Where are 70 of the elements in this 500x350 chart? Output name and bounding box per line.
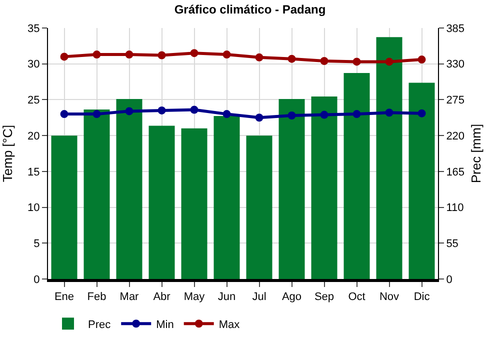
y-tick-label: 10 [28, 202, 40, 214]
bar [408, 82, 435, 279]
x-tick-label: Dic [414, 291, 430, 304]
y2-tick-label: 220 [446, 130, 465, 142]
point [418, 109, 426, 118]
point [352, 110, 361, 118]
point [352, 58, 361, 66]
y-tick-label: 35 [28, 22, 40, 35]
legend-label: Max [218, 318, 240, 331]
point [92, 110, 101, 118]
bar [376, 37, 402, 279]
x-tick-label: Abr [153, 291, 171, 304]
x-tick-label: Nov [379, 291, 400, 304]
x-tick-label: Jun [218, 291, 236, 304]
bar [84, 109, 110, 279]
y-tick-label: 20 [28, 130, 40, 142]
point [222, 50, 231, 59]
x-tick-label: Oct [348, 291, 366, 304]
bar [344, 72, 370, 279]
bar [214, 116, 240, 279]
point [255, 53, 264, 62]
point [320, 110, 328, 119]
point [190, 106, 198, 114]
x-tick-label: Ene [54, 291, 74, 304]
point [125, 50, 134, 59]
point [60, 52, 68, 61]
point [92, 50, 101, 59]
bar [278, 99, 305, 279]
bar [181, 128, 208, 279]
x-tick-label: Jul [252, 291, 266, 304]
bar [246, 136, 272, 279]
x-tick-label: Mar [120, 291, 140, 304]
point [385, 108, 394, 117]
point [190, 49, 198, 58]
point [418, 56, 426, 64]
point [158, 106, 166, 114]
point [385, 58, 394, 66]
x-tick-label: Ago [282, 291, 302, 304]
bar [51, 136, 78, 279]
y2-tick-label: 0 [446, 274, 452, 286]
bar [311, 96, 338, 279]
x-tick-label: Sep [314, 291, 334, 304]
y-tick-label: 30 [28, 58, 40, 71]
y2-tick-label: 55 [446, 238, 458, 250]
point [158, 51, 166, 60]
y2-axis-title: Prec [mm] [468, 124, 484, 184]
y2-tick-label: 110 [446, 202, 464, 214]
y-axis-title: Temp [°C] [0, 124, 15, 182]
y2-tick-label: 385 [446, 22, 465, 35]
legend-label: Prec [88, 318, 112, 331]
point [288, 54, 296, 63]
point [125, 107, 134, 116]
point [288, 111, 296, 120]
bar [116, 99, 142, 279]
x-tick-label: Feb [87, 291, 106, 304]
point [60, 110, 68, 118]
point [320, 56, 328, 65]
y2-tick-label: 275 [446, 94, 465, 107]
y2-tick-label: 165 [446, 166, 465, 178]
x-tick-label: May [184, 291, 206, 304]
y2-tick-label: 330 [446, 58, 465, 71]
y-tick-label: 15 [28, 166, 40, 178]
chart-title: Gráfico climático - Padang [174, 2, 326, 17]
bar [148, 126, 175, 279]
y-tick-label: 5 [34, 238, 40, 250]
point [222, 110, 231, 118]
y-tick-label: 25 [28, 94, 40, 107]
y-tick-label: 0 [34, 274, 40, 286]
legend-label: Min [156, 318, 174, 331]
point [255, 114, 264, 122]
